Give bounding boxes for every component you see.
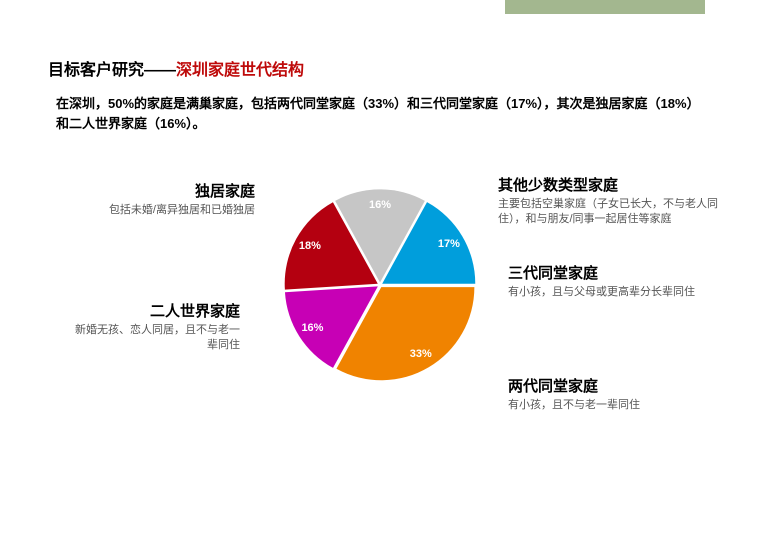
callout-desc: 包括未婚/离异独居和已婚独居	[85, 203, 255, 218]
page-title: 目标客户研究——深圳家庭世代结构	[48, 56, 304, 80]
callout-title: 三代同堂家庭	[508, 262, 708, 283]
callout-single: 独居家庭 包括未婚/离异独居和已婚独居	[85, 180, 255, 218]
slice-pct-couple: 16%	[301, 322, 323, 334]
callout-desc: 有小孩，且与父母或更高辈分长辈同住	[508, 285, 708, 300]
callout-desc: 主要包括空巢家庭（子女已长大，不与老人同住），和与朋友/同事一起居住等家庭	[498, 197, 718, 228]
slice-pct-threegen: 17%	[438, 238, 460, 250]
callout-title: 二人世界家庭	[70, 300, 240, 321]
callout-title: 独居家庭	[85, 180, 255, 201]
callout-other: 其他少数类型家庭 主要包括空巢家庭（子女已长大，不与老人同住），和与朋友/同事一…	[498, 174, 718, 228]
callout-twogen: 两代同堂家庭 有小孩，且不与老一辈同住	[508, 375, 708, 413]
slice-pct-twogen: 33%	[410, 348, 432, 360]
callout-desc: 新婚无孩、恋人同居，且不与老一辈同住	[70, 323, 240, 354]
slice-pct-single: 18%	[299, 240, 321, 252]
callout-title: 两代同堂家庭	[508, 375, 708, 396]
slice-pct-other: 16%	[369, 199, 391, 211]
title-prefix: 目标客户研究——	[48, 62, 176, 79]
title-main: 深圳家庭世代结构	[176, 62, 304, 79]
callout-desc: 有小孩，且不与老一辈同住	[508, 398, 708, 413]
subtitle-text: 在深圳，50%的家庭是满巢家庭，包括两代同堂家庭（33%）和三代同堂家庭（17%…	[56, 94, 706, 133]
pie-chart-area: 16% 17% 33% 16% 18% 其他少数类型家庭 主要包括空巢家庭（子女…	[0, 160, 760, 520]
top-accent-bar	[505, 0, 705, 14]
callout-couple: 二人世界家庭 新婚无孩、恋人同居，且不与老一辈同住	[70, 300, 240, 354]
callout-title: 其他少数类型家庭	[498, 174, 718, 195]
callout-threegen: 三代同堂家庭 有小孩，且与父母或更高辈分长辈同住	[508, 262, 708, 300]
